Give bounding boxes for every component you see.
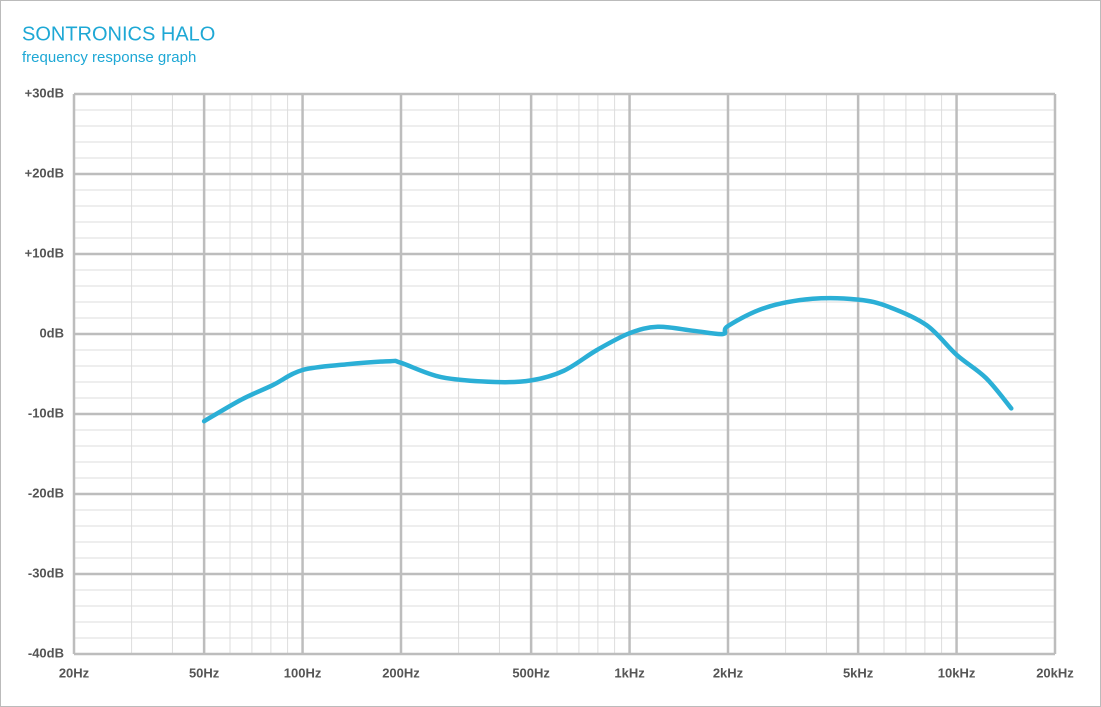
x-tick-label: 100Hz bbox=[284, 665, 322, 680]
y-tick-label: -20dB bbox=[28, 485, 64, 500]
x-tick-label: 500Hz bbox=[512, 665, 550, 680]
y-tick-label: +10dB bbox=[25, 245, 64, 260]
y-tick-label: 0dB bbox=[39, 325, 64, 340]
y-tick-label: +20dB bbox=[25, 165, 64, 180]
y-tick-label: -30dB bbox=[28, 565, 64, 580]
x-tick-label: 2kHz bbox=[713, 665, 744, 680]
x-tick-label: 50Hz bbox=[189, 665, 220, 680]
y-tick-label: -40dB bbox=[28, 645, 64, 660]
x-tick-label: 200Hz bbox=[382, 665, 420, 680]
chart-title: SONTRONICS HALO bbox=[22, 23, 215, 45]
x-tick-label: 5kHz bbox=[843, 665, 874, 680]
ticks: +30dB +20dB +10dB 0dB -10dB -20dB -30dB -40dB 20… bbox=[25, 85, 1075, 680]
response-line bbox=[201, 295, 1014, 424]
plot bbox=[201, 295, 1014, 424]
grid bbox=[72, 92, 1057, 656]
x-tick-label: 20Hz bbox=[59, 665, 90, 680]
x-tick-label: 20kHz bbox=[1036, 665, 1074, 680]
x-tick-label: 10kHz bbox=[938, 665, 976, 680]
x-tick-label: 1kHz bbox=[614, 665, 645, 680]
chart-subtitle: frequency response graph bbox=[22, 49, 196, 66]
y-tick-label: -10dB bbox=[28, 405, 64, 420]
y-tick-label: +30dB bbox=[25, 85, 64, 100]
